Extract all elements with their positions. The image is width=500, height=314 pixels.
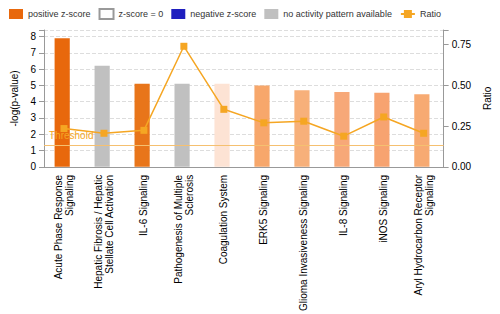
svg-text:0.00: 0.00	[452, 161, 472, 172]
svg-text:3: 3	[30, 112, 36, 123]
svg-text:z-score = 0: z-score = 0	[119, 9, 164, 19]
svg-text:iNOS Signaling: iNOS Signaling	[378, 175, 389, 243]
svg-text:Sclerosis: Sclerosis	[184, 175, 195, 216]
svg-text:6: 6	[30, 64, 36, 75]
svg-text:0.75: 0.75	[452, 39, 472, 50]
svg-text:0: 0	[30, 161, 36, 172]
svg-text:Coagulation System: Coagulation System	[218, 175, 229, 265]
svg-text:Stellate Cell Activation: Stellate Cell Activation	[104, 175, 115, 274]
svg-text:Aryl Hydrocarbon Receptor: Aryl Hydrocarbon Receptor	[413, 174, 424, 295]
svg-text:Glioma Invasiveness Signaling: Glioma Invasiveness Signaling	[298, 175, 309, 311]
svg-text:4: 4	[30, 96, 36, 107]
svg-text:Signaling: Signaling	[64, 175, 75, 216]
svg-text:ERK5 Signaling: ERK5 Signaling	[258, 175, 269, 245]
svg-text:0.25: 0.25	[452, 121, 472, 132]
svg-text:Threshold: Threshold	[49, 130, 93, 141]
svg-text:Ratio: Ratio	[420, 9, 441, 19]
svg-text:1: 1	[30, 145, 36, 156]
svg-text:7: 7	[30, 47, 36, 58]
svg-text:Hepatic Fibrosis / Hepatic: Hepatic Fibrosis / Hepatic	[93, 175, 104, 289]
svg-text:negative z-score: negative z-score	[190, 9, 256, 19]
svg-text:-log(p-value): -log(p-value)	[9, 70, 20, 126]
svg-text:IL-6 Signaling: IL-6 Signaling	[138, 175, 149, 236]
svg-text:positive z-score: positive z-score	[28, 9, 91, 19]
svg-text:Pathogenesis of Multiple: Pathogenesis of Multiple	[173, 174, 184, 283]
svg-text:5: 5	[30, 80, 36, 91]
svg-text:no activity pattern available: no activity pattern available	[283, 9, 392, 19]
svg-text:Acute Phase Response: Acute Phase Response	[53, 174, 64, 279]
svg-text:Signaling: Signaling	[424, 175, 435, 216]
svg-text:2: 2	[30, 129, 36, 140]
svg-text:0.50: 0.50	[452, 80, 472, 91]
svg-text:8: 8	[30, 31, 36, 42]
svg-text:Ratio: Ratio	[482, 86, 493, 110]
svg-text:IL-8 Signaling: IL-8 Signaling	[338, 175, 349, 236]
